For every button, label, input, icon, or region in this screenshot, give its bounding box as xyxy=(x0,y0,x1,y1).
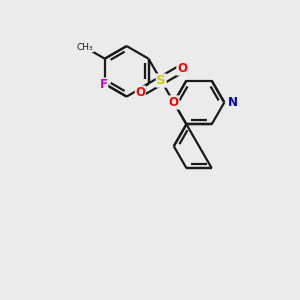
Text: F: F xyxy=(100,78,108,91)
Text: S: S xyxy=(156,74,166,87)
Text: O: O xyxy=(135,86,146,99)
Text: O: O xyxy=(169,96,179,109)
Text: O: O xyxy=(177,62,187,75)
Text: CH₃: CH₃ xyxy=(77,43,93,52)
Text: N: N xyxy=(228,96,238,109)
